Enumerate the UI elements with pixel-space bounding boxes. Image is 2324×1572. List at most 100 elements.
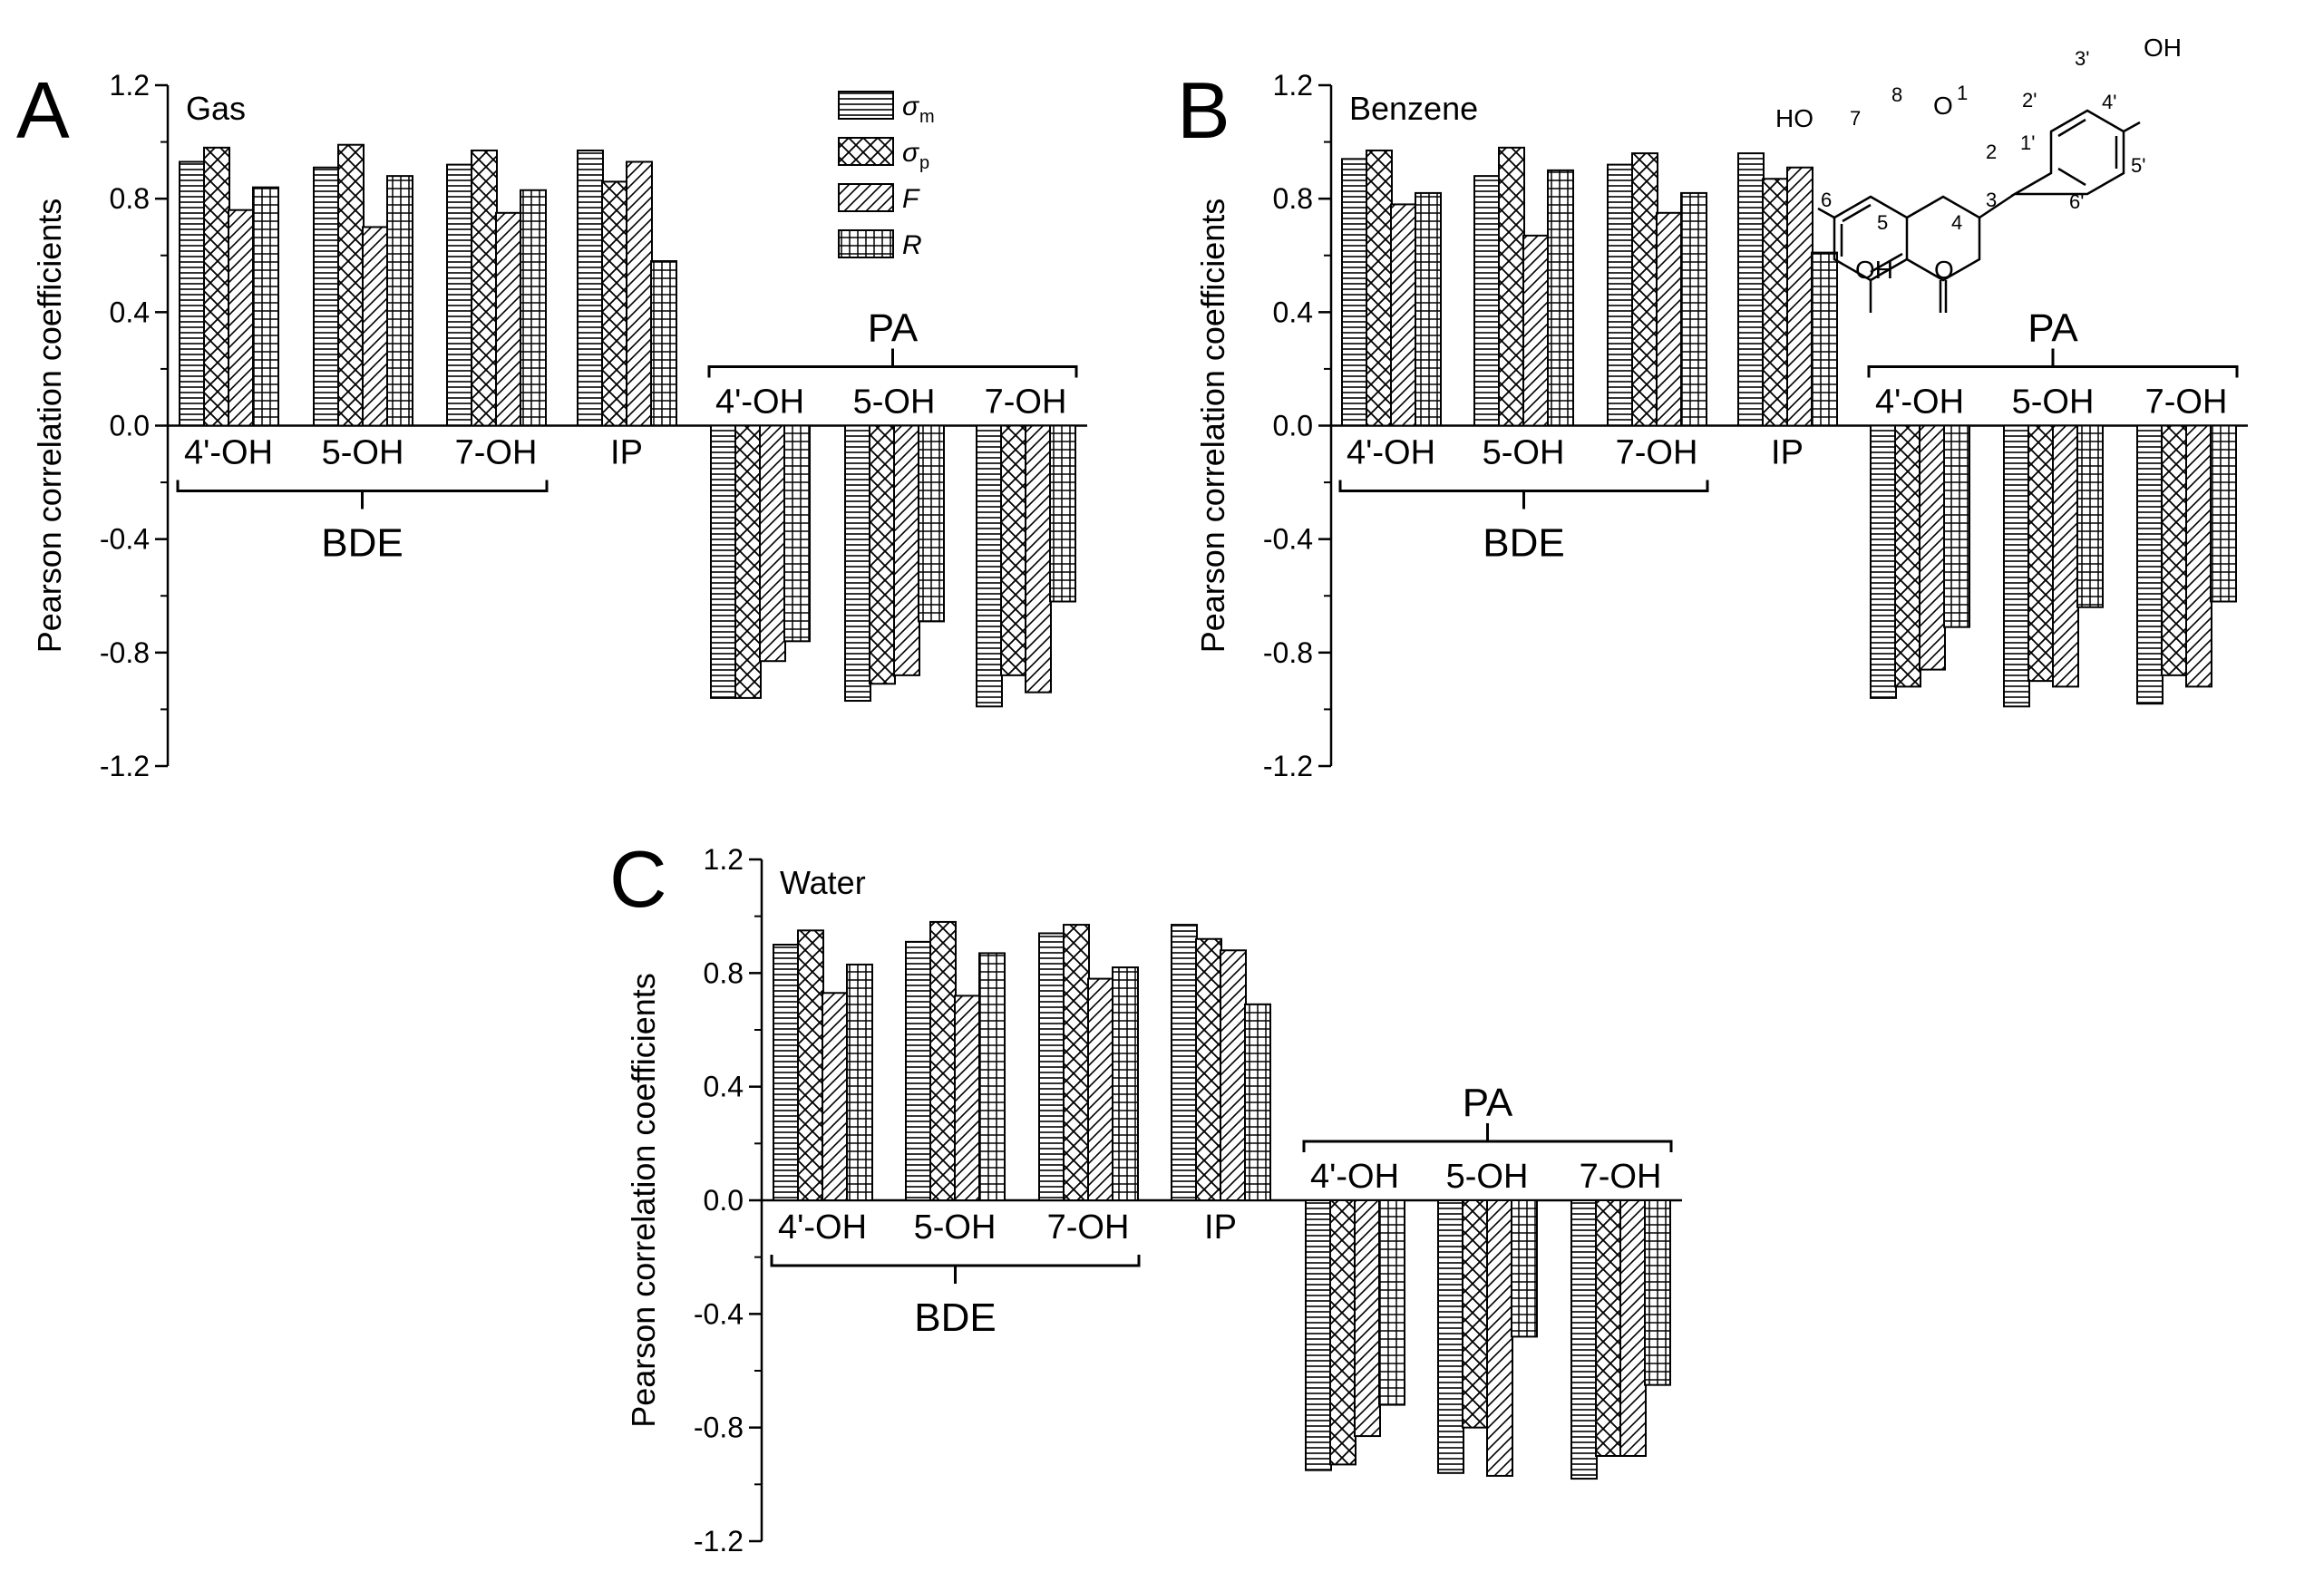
y-tick-label-c: -0.4 — [694, 1297, 744, 1330]
bar-c-3-1 — [1195, 937, 1222, 1201]
atom-label-4: 4 — [1951, 211, 1962, 234]
bar-b-1-2 — [1522, 234, 1550, 427]
bar-c-0-1 — [797, 929, 824, 1202]
y-tick-label-c: 1.2 — [704, 843, 744, 876]
atom-label-1p: 1' — [2020, 131, 2035, 154]
panel-b: -1.2 -0.8 -0.4 0.0 0.4 0.8 1.2 Pearson correlat… — [1194, 69, 2248, 782]
bar-c-5-2 — [1486, 1199, 1513, 1477]
y-tick-label-b: 0.0 — [1273, 410, 1313, 442]
bar-c-2-1 — [1063, 924, 1090, 1201]
bar-b-0-2 — [1390, 203, 1417, 427]
panel-letter-c: C — [609, 834, 667, 924]
category-label-b-2: 7-OH — [1616, 434, 1698, 472]
bar-c-0-2 — [822, 992, 849, 1202]
atom-label-1: 1 — [1957, 82, 1968, 104]
legend-label-f: F — [902, 184, 920, 214]
bar-a-1-1 — [337, 143, 365, 427]
ring-b — [1979, 109, 2125, 219]
bar-c-6-1 — [1595, 1199, 1622, 1457]
bar-b-4-2 — [1919, 424, 1946, 671]
bar-c-4-0 — [1305, 1199, 1332, 1471]
bar-c-2-0 — [1038, 932, 1065, 1201]
group-bracket-b-0 — [1338, 480, 1709, 509]
bar-b-5-3 — [2076, 424, 2104, 608]
legend-swatch-r — [838, 229, 894, 258]
category-label-b-6: 7-OH — [2145, 383, 2228, 422]
category-label-c-6: 7-OH — [1580, 1158, 1662, 1196]
bar-b-2-1 — [1631, 152, 1658, 427]
ring-b-inner-bonds — [2057, 118, 2118, 187]
y-tick-label-c: 0.8 — [704, 956, 744, 989]
flavanone-structure — [1817, 109, 2141, 313]
bar-b-2-2 — [1656, 211, 1683, 427]
bar-a-5-1 — [869, 424, 896, 685]
panel-letter-b: B — [1177, 65, 1230, 155]
y-tick-label-a: 0.4 — [110, 296, 150, 328]
category-label-a-5: 5-OH — [853, 383, 936, 422]
category-label-b-1: 5-OH — [1483, 434, 1565, 472]
category-label-c-0: 4'-OH — [778, 1208, 867, 1247]
atom-label-5p: 5' — [2131, 154, 2145, 177]
group-bracket-c-1 — [1302, 1123, 1673, 1152]
bar-a-4-2 — [759, 424, 786, 663]
bar-c-2-2 — [1087, 977, 1114, 1201]
bar-c-4-3 — [1378, 1199, 1405, 1406]
ring-a-inner-bonds — [1840, 203, 1903, 274]
bar-a-0-1 — [203, 146, 230, 427]
panel-title-c: Water — [780, 864, 866, 901]
group-label-ho-7: HO — [1775, 104, 1813, 132]
category-label-c-4: 4'-OH — [1310, 1158, 1399, 1196]
y-tick-label-b: -0.8 — [1263, 636, 1313, 669]
bar-c-1-0 — [905, 940, 932, 1202]
y-tick-label-a: -1.2 — [100, 750, 150, 782]
bar-c-1-1 — [929, 920, 957, 1202]
y-tick-label-a: 0.8 — [110, 182, 150, 215]
legend-swatch-f — [838, 183, 894, 212]
y-tick-label-a: -0.8 — [100, 636, 150, 669]
group-label-a-1: PA — [868, 306, 919, 351]
panel-title-b: Benzene — [1349, 90, 1478, 127]
bar-b-1-3 — [1547, 169, 1574, 427]
bar-a-6-0 — [976, 424, 1003, 708]
panel-c: -1.2 -0.8 -0.4 0.0 0.4 0.8 1.2 Pearson correlat… — [625, 843, 1682, 1557]
bar-a-5-3 — [918, 424, 945, 623]
y-axis-title-c: Pearson correlation coefficients — [625, 973, 662, 1428]
bar-c-6-2 — [1619, 1199, 1647, 1457]
bar-c-0-3 — [846, 963, 873, 1202]
group-label-c-1: PA — [1463, 1081, 1513, 1125]
category-label-b-5: 5-OH — [2012, 383, 2095, 422]
bar-b-3-3 — [1811, 251, 1838, 427]
panel-title-a: Gas — [186, 90, 246, 127]
bar-a-2-1 — [471, 149, 498, 427]
carbonyl-bond — [1939, 280, 1948, 313]
y-tick-label-c: -0.8 — [694, 1412, 744, 1444]
bar-a-3-2 — [626, 160, 653, 427]
bar-b-4-1 — [1894, 424, 1921, 688]
atom-label-5: 5 — [1877, 211, 1888, 234]
bar-a-0-2 — [228, 209, 255, 427]
legend-swatch-sigma-m — [838, 91, 894, 120]
category-label-c-2: 7-OH — [1047, 1208, 1130, 1247]
bar-a-4-0 — [710, 424, 737, 699]
atom-label-3p: 3' — [2075, 47, 2089, 70]
bar-c-3-2 — [1220, 949, 1247, 1202]
atom-label-2p: 2' — [2022, 89, 2037, 112]
y-axis-title-b: Pearson correlation coefficients — [1194, 199, 1231, 654]
bar-a-2-2 — [495, 211, 522, 427]
y-tick-label-a: 0.0 — [110, 410, 150, 442]
bar-a-2-3 — [520, 189, 547, 427]
group-label-b-1: PA — [2027, 306, 2078, 351]
y-tick-label-b: 0.4 — [1273, 296, 1313, 328]
bar-b-0-1 — [1366, 149, 1393, 427]
bar-b-3-0 — [1737, 152, 1765, 427]
bar-a-1-3 — [386, 175, 413, 427]
atom-label-7: 7 — [1850, 107, 1861, 130]
bar-b-2-3 — [1680, 191, 1707, 427]
bar-b-5-0 — [2003, 424, 2030, 708]
atom-label-6: 6 — [1821, 189, 1832, 211]
bar-a-6-1 — [1000, 424, 1027, 676]
y-tick-label-c: 0.0 — [704, 1184, 744, 1217]
bar-a-5-2 — [893, 424, 920, 676]
group-label-b-0: BDE — [1483, 521, 1564, 566]
